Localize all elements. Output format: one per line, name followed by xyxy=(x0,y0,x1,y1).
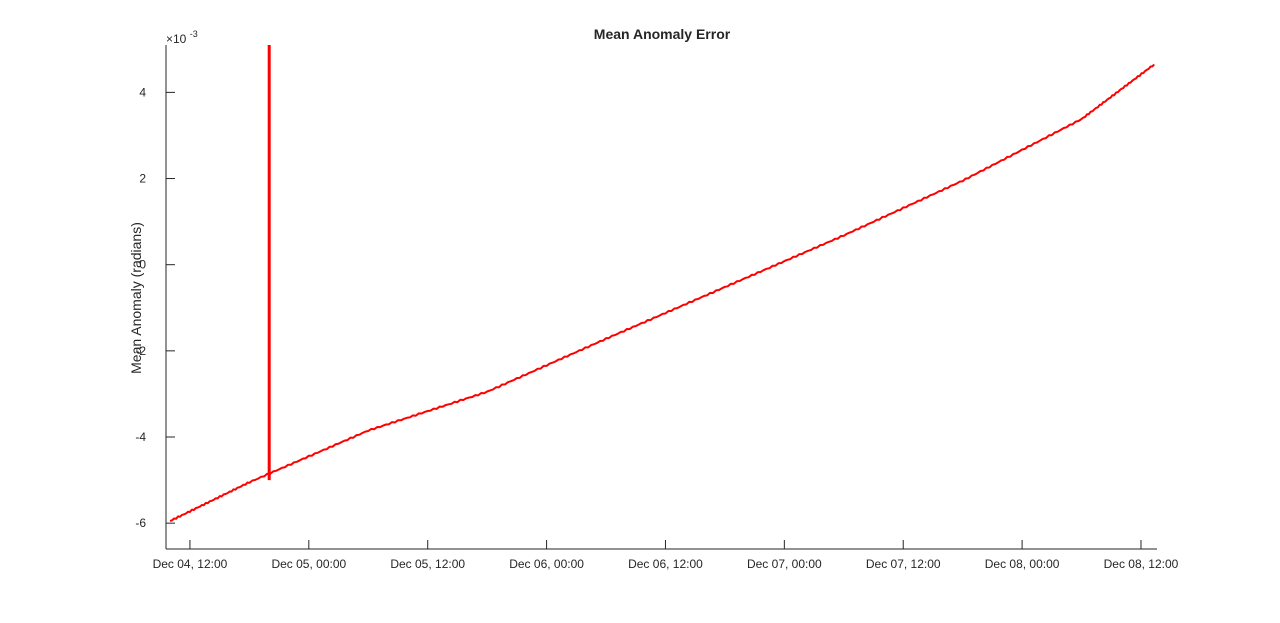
series-line xyxy=(169,63,1155,522)
x-tick-label: Dec 04, 12:00 xyxy=(153,557,228,571)
y-exponent-label: ×10 -3 xyxy=(166,29,198,46)
y-tick-label: -6 xyxy=(135,516,146,530)
y-axis: -6 -4 -2 0 2 4 xyxy=(135,45,175,549)
y-exponent-power: -3 xyxy=(190,29,198,39)
y-tick-label: 0 xyxy=(139,258,146,272)
x-tick-label: Dec 05, 00:00 xyxy=(271,557,346,571)
y-tick-label: 2 xyxy=(139,172,146,186)
chart-title: Mean Anomaly Error xyxy=(594,26,731,42)
y-tick-label: -2 xyxy=(135,344,146,358)
x-tick-label: Dec 08, 12:00 xyxy=(1104,557,1179,571)
x-tick-label: Dec 06, 00:00 xyxy=(509,557,584,571)
svg-text:×10 -3: ×10 -3 xyxy=(166,29,198,46)
data-series xyxy=(169,45,1155,522)
x-tick-label: Dec 08, 00:00 xyxy=(985,557,1060,571)
y-tick-label: 4 xyxy=(139,85,146,99)
x-axis: Dec 04, 12:00 Dec 05, 00:00 Dec 05, 12:00 D… xyxy=(153,540,1179,571)
y-exponent-base: ×10 xyxy=(166,32,187,46)
x-tick-label: Dec 07, 00:00 xyxy=(747,557,822,571)
y-tick-label: -4 xyxy=(135,430,146,444)
x-tick-label: Dec 07, 12:00 xyxy=(866,557,941,571)
y-axis-label: Mean Anomaly (radians) xyxy=(128,222,144,374)
x-tick-label: Dec 06, 12:00 xyxy=(628,557,703,571)
x-tick-label: Dec 05, 12:00 xyxy=(390,557,465,571)
